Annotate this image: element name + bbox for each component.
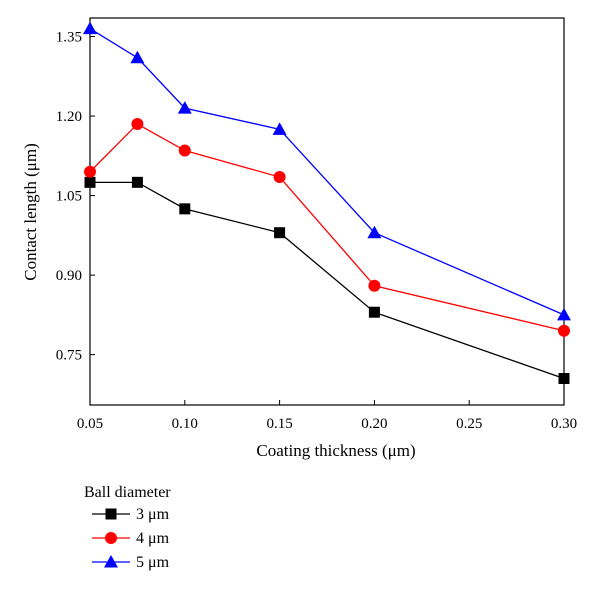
data-point xyxy=(368,306,380,318)
data-point xyxy=(274,227,286,239)
series-1 xyxy=(84,118,570,337)
y-axis: 0.75 0.90 1.05 1.20 1.35 xyxy=(56,30,95,364)
legend: Ball diameter 3 μm 4 μm 5 μm xyxy=(84,484,171,571)
data-point xyxy=(558,372,570,384)
legend-item: 5 μm xyxy=(92,554,170,571)
legend-marker xyxy=(105,532,117,544)
x-tick-label: 0.10 xyxy=(172,416,198,432)
series-line xyxy=(90,181,565,380)
data-point xyxy=(273,171,286,184)
data-point xyxy=(130,50,145,64)
x-tick-label: 0.30 xyxy=(551,416,577,432)
legend-title: Ball diameter xyxy=(84,484,171,501)
series-2 xyxy=(83,21,571,321)
legend-label: 4 μm xyxy=(136,530,170,547)
legend-label: 5 μm xyxy=(136,554,170,571)
series-group xyxy=(83,21,571,384)
y-tick-label: 1.20 xyxy=(56,109,82,125)
x-tick-label: 0.15 xyxy=(266,416,292,432)
legend-marker xyxy=(104,555,118,568)
series-line xyxy=(89,123,565,332)
y-tick-label: 1.05 xyxy=(56,189,82,205)
legend-item: 3 μm xyxy=(92,506,170,523)
legend-item: 4 μm xyxy=(92,530,170,547)
data-point xyxy=(368,279,381,292)
data-point xyxy=(178,144,191,157)
series-line xyxy=(89,28,565,316)
data-point xyxy=(557,307,571,321)
x-tick-label: 0.25 xyxy=(456,416,482,432)
data-point xyxy=(84,165,96,178)
legend-label: 3 μm xyxy=(136,506,170,523)
data-point xyxy=(177,101,192,114)
data-point xyxy=(131,176,143,188)
series-0 xyxy=(84,176,570,384)
data-point xyxy=(558,324,570,337)
legend-marker xyxy=(105,508,117,520)
y-tick-label: 0.90 xyxy=(56,268,82,284)
data-point xyxy=(367,225,382,239)
y-tick-label: 0.75 xyxy=(56,348,82,364)
x-tick-label: 0.20 xyxy=(361,416,387,432)
x-axis-label: Coating thickness (μm) xyxy=(256,441,415,460)
y-axis-label: Contact length (μm) xyxy=(21,143,40,281)
data-point xyxy=(131,118,144,131)
data-point xyxy=(83,21,97,35)
data-point xyxy=(272,122,287,135)
plot-area-frame xyxy=(89,17,565,406)
data-point xyxy=(84,176,96,188)
x-tick-label: 0.05 xyxy=(77,416,103,432)
x-axis: 0.05 0.10 0.15 0.20 0.25 0.30 xyxy=(77,400,577,432)
y-tick-label: 1.35 xyxy=(56,30,82,46)
data-point xyxy=(179,203,191,215)
